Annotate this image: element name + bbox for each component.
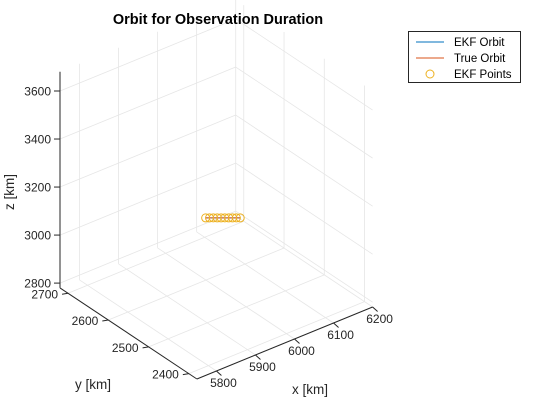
series-ekf-points-marker: [235, 213, 245, 223]
z-tick-label: 3600: [24, 84, 51, 98]
grid-line-wall-xz: [59, 18, 236, 92]
x-axis-line: [196, 306, 373, 380]
x-tick-mark: [372, 306, 378, 312]
y-tick-mark: [142, 346, 149, 349]
y-tick-label: 2500: [112, 341, 139, 355]
grid-line-wall-xz: [59, 66, 236, 140]
grid-layer: [59, 0, 373, 375]
series-layer: [201, 213, 245, 223]
grid-line-wall-xz: [59, 162, 236, 236]
chart-title: Orbit for Observation Duration: [113, 12, 323, 28]
grid-line-wall-yz: [235, 162, 373, 255]
legend-label-ekf-points: EKF Points: [454, 69, 512, 81]
grid-line-floor-x: [79, 279, 217, 372]
legend-label-true-orbit: True Orbit: [454, 53, 506, 65]
z-tick-label: 3200: [24, 181, 51, 195]
legend-label-ekf-orbit: EKF Orbit: [454, 37, 505, 49]
y-axis-label: y [km]: [75, 377, 111, 392]
grid-line-floor-y: [188, 301, 365, 375]
z-tick-label: 3000: [24, 229, 51, 243]
x-tick-mark: [294, 338, 300, 344]
y-tick-mark: [182, 373, 189, 376]
grid-line-wall-xz: [59, 114, 236, 188]
grid-line-wall-yz: [235, 18, 373, 111]
y-axis-line: [59, 287, 198, 380]
grid-line-wall-yz: [235, 210, 373, 303]
z-axis-label: z [km]: [2, 174, 17, 210]
y-tick-label: 2600: [72, 314, 99, 328]
grid-line-floor-y: [67, 220, 244, 294]
x-tick-label: 5800: [210, 376, 237, 390]
x-tick-mark: [333, 322, 339, 328]
x-axis-label: x [km]: [292, 382, 328, 397]
y-tick-mark: [102, 319, 109, 322]
y-tick-mark: [61, 292, 69, 295]
grid-line-floor-x: [196, 231, 334, 324]
legend: EKF Orbit True Orbit EKF Points: [408, 31, 521, 83]
grid-line-wall-yz: [235, 66, 373, 159]
x-tick-mark: [216, 370, 222, 376]
series-ekf-points-marker: [231, 213, 241, 223]
y-tick-label: 2400: [152, 368, 179, 382]
x-tick-mark: [255, 354, 261, 360]
x-tick-label: 5900: [249, 360, 276, 374]
legend-swatch-ekf-points: [425, 69, 435, 79]
axes-layer: [54, 71, 378, 380]
z-tick-label: 3400: [24, 133, 51, 147]
grid-line-floor-y: [108, 247, 285, 321]
grid-line-floor-x: [235, 215, 373, 308]
grid-line-wall-xz: [59, 210, 236, 284]
grid-line-floor-x: [118, 263, 256, 356]
x-tick-label: 6000: [288, 344, 315, 358]
grid-line-floor-y: [148, 274, 325, 348]
z-tick-label: 2800: [24, 277, 51, 291]
grid-line-wall-yz: [235, 114, 373, 207]
tick-labels: 5800 5900 6000 6100 6200 2400 2500 2600 27002800…: [24, 84, 393, 390]
x-tick-label: 6100: [327, 328, 354, 342]
y-tick-label: 2700: [31, 287, 58, 301]
legend-box: [408, 31, 521, 83]
grid-line-floor-x: [157, 247, 295, 340]
x-tick-label: 6200: [366, 312, 393, 326]
